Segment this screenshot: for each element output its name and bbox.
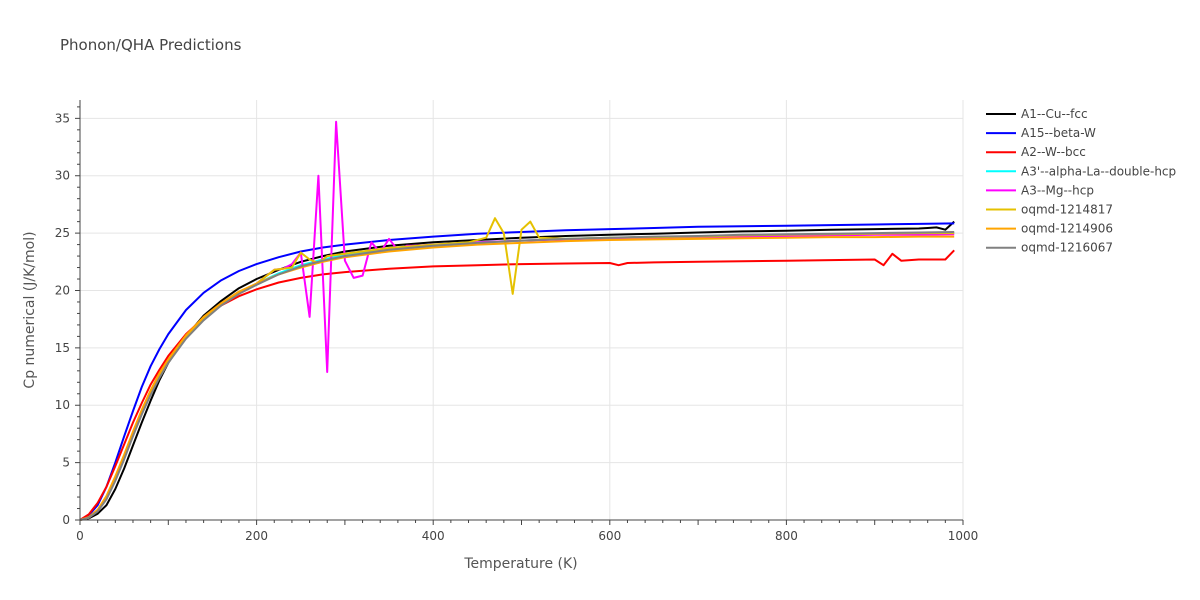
x-tick-label: 0 [76, 529, 84, 543]
series-line-8[interactable] [79, 231, 955, 521]
series-line-5[interactable] [79, 120, 955, 521]
legend-label[interactable]: A15--beta-W [1021, 126, 1096, 140]
legend-label[interactable]: A1--Cu--fcc [1021, 107, 1088, 121]
x-axis-title: Temperature (K) [463, 556, 577, 572]
x-tick-label: 600 [598, 529, 621, 543]
x-tick-label: 1000 [948, 529, 979, 543]
legend-label[interactable]: A3'--alpha-La--double-hcp [1021, 164, 1176, 178]
legend-label[interactable]: oqmd-1214906 [1021, 222, 1113, 236]
series-line-7[interactable] [79, 235, 955, 521]
legend-label[interactable]: A2--W--bcc [1021, 145, 1086, 159]
series-line-3[interactable] [79, 249, 955, 521]
plot-area[interactable] [79, 120, 955, 521]
y-tick-label: 15 [55, 341, 70, 355]
x-tick-label: 800 [775, 529, 798, 543]
series-line-6[interactable] [79, 217, 955, 521]
x-tick-label: 400 [422, 529, 445, 543]
x-tick-label: 200 [245, 529, 268, 543]
y-tick-label: 5 [62, 456, 70, 470]
y-ticks: 0 5 10 15 20 25 30 35 [55, 106, 80, 527]
series-line-2[interactable] [79, 222, 955, 521]
legend-label[interactable]: oqmd-1216067 [1021, 241, 1113, 255]
y-tick-label: 0 [62, 513, 70, 527]
y-tick-label: 30 [55, 169, 70, 183]
x-ticks: 0 200 400 600 800 1000 [76, 520, 978, 543]
y-tick-label: 20 [55, 283, 70, 297]
series-line-4[interactable] [79, 232, 955, 521]
chart-title: Phonon/QHA Predictions [60, 36, 242, 54]
y-axis-title: Cp numerical (J/K/mol) [22, 231, 38, 388]
legend: A1--Cu--fcc A15--beta-W A2--W--bcc A3'--alp… [986, 107, 1176, 255]
legend-label[interactable]: oqmd-1214817 [1021, 203, 1113, 217]
legend-label[interactable]: A3--Mg--hcp [1021, 183, 1094, 197]
y-tick-label: 10 [55, 398, 70, 412]
y-tick-label: 35 [55, 111, 70, 125]
y-tick-label: 25 [55, 226, 70, 240]
